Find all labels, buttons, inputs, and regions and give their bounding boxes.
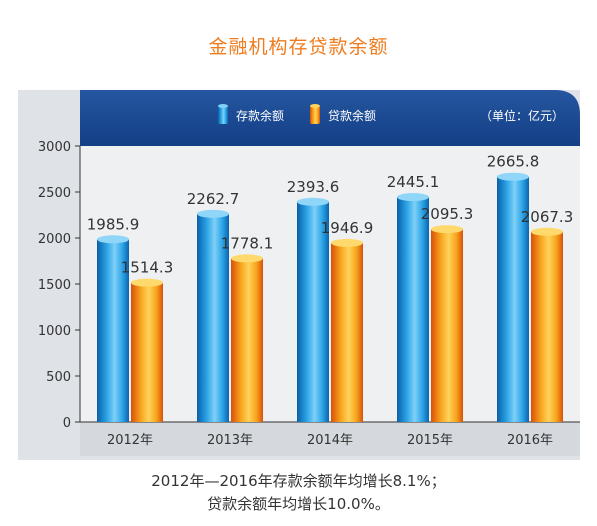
bar-deposit bbox=[197, 213, 229, 422]
bar-loan bbox=[431, 229, 463, 422]
legend-label-loan: 贷款余额 bbox=[328, 108, 376, 123]
bar-top-deposit bbox=[297, 197, 329, 206]
x-tick-label: 2015年 bbox=[407, 433, 453, 448]
data-label-deposit: 2445.1 bbox=[387, 173, 440, 191]
legend-swatch-deposit-top bbox=[218, 104, 228, 108]
bar-top-loan bbox=[231, 254, 263, 263]
y-tick-label: 0 bbox=[63, 416, 71, 431]
data-label-loan: 1946.9 bbox=[321, 219, 374, 237]
bar-top-loan bbox=[431, 225, 463, 234]
y-tick-label: 2000 bbox=[38, 232, 71, 247]
y-tick-label: 1000 bbox=[38, 324, 71, 339]
bar-top-loan bbox=[331, 238, 363, 247]
x-tick-label: 2013年 bbox=[207, 433, 253, 448]
legend-label-deposit: 存款余额 bbox=[236, 108, 284, 123]
bar-loan bbox=[231, 258, 263, 422]
legend: 存款余额 贷款余额 （单位：亿元） bbox=[218, 104, 564, 124]
x-tick-label: 2014年 bbox=[307, 433, 353, 448]
data-label-deposit: 1985.9 bbox=[87, 215, 140, 233]
x-tick-label: 2016年 bbox=[507, 433, 553, 448]
data-label-deposit: 2665.8 bbox=[487, 153, 540, 171]
legend-item-deposit: 存款余额 bbox=[218, 104, 284, 124]
y-tick-label: 2500 bbox=[38, 186, 71, 201]
y-tick-label: 500 bbox=[46, 370, 71, 385]
bar-loan bbox=[131, 282, 163, 422]
x-tick-label: 2012年 bbox=[107, 433, 153, 448]
legend-swatch-loan bbox=[310, 106, 320, 124]
chart-title: 金融机构存贷款余额 bbox=[208, 36, 389, 58]
footnote-line-1: 2012年—2016年存款余额年均增长8.1%； bbox=[151, 472, 446, 490]
data-label-loan: 2095.3 bbox=[421, 205, 474, 223]
bar-top-loan bbox=[131, 278, 163, 287]
data-label-loan: 2067.3 bbox=[521, 208, 574, 226]
legend-swatch-loan-top bbox=[310, 104, 320, 108]
y-tick-label: 3000 bbox=[38, 140, 71, 155]
bar-chart: 0 500 1000 1500 2000 2500 3000 1985.9 1514.3 226… bbox=[18, 90, 580, 460]
x-axis-band bbox=[80, 422, 580, 456]
bar-deposit bbox=[397, 197, 429, 422]
bar-top-deposit bbox=[197, 209, 229, 218]
bar-top-deposit bbox=[497, 172, 529, 181]
data-label-deposit: 2262.7 bbox=[187, 190, 240, 208]
legend-item-loan: 贷款余额 bbox=[310, 104, 376, 124]
bar-top-deposit bbox=[397, 193, 429, 202]
unit-label: （单位：亿元） bbox=[480, 108, 564, 123]
legend-band bbox=[80, 90, 580, 146]
y-tick-label: 1500 bbox=[38, 278, 71, 293]
bar-deposit bbox=[297, 201, 329, 422]
data-label-loan: 1514.3 bbox=[121, 259, 174, 277]
legend-swatch-deposit bbox=[218, 106, 228, 124]
bar-deposit bbox=[97, 239, 129, 422]
bar-loan bbox=[331, 242, 363, 422]
bar-loan bbox=[531, 231, 563, 422]
data-label-loan: 1778.1 bbox=[221, 234, 274, 252]
footnote-line-2: 贷款余额年均增长10.0%。 bbox=[207, 495, 390, 513]
data-label-deposit: 2393.6 bbox=[287, 178, 340, 196]
plot-area bbox=[80, 146, 580, 422]
bar-top-loan bbox=[531, 227, 563, 236]
bar-deposit bbox=[497, 176, 529, 422]
bar-top-deposit bbox=[97, 235, 129, 244]
